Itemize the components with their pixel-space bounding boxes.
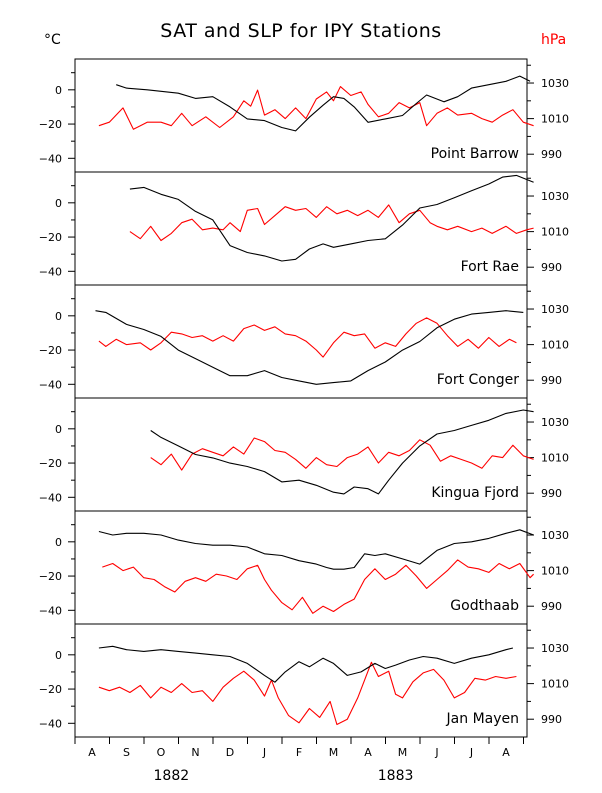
station-name-label: Fort Rae [461,259,519,275]
sat-series-line [116,75,531,132]
station-name-label: Kingua Fjord [431,485,519,501]
left-tick-label: −40 [39,604,62,617]
station-panel: 0 −20 −40 1030 1010 990 Fort Conger [39,284,569,399]
month-tick-label: M [398,746,408,759]
right-tick-label: 1010 [541,452,569,465]
panel-frame [74,623,528,738]
station-name-label: Godthaab [450,598,519,614]
right-tick-label: 1010 [541,226,569,239]
left-tick-label: −20 [39,683,62,696]
slp-series-line [98,86,534,130]
slp-series-line [150,437,534,471]
station-panel: 0 −20 −40 1030 1010 990 Fort Rae [39,171,569,286]
right-tick-label: 1010 [541,113,569,126]
sat-series-line [95,310,524,385]
panel-frame [74,171,528,286]
station-name-label: Jan Mayen [446,711,519,727]
sat-series-line [129,174,534,262]
month-tick-label: F [296,746,302,759]
left-tick-label: −20 [39,344,62,357]
left-tick-label: −40 [39,491,62,504]
left-tick-label: 0 [55,310,62,323]
station-panel: 0 −20 −40 1030 1010 990 Point Barrow [39,58,569,173]
station-panels: 0 −20 −40 1030 1010 990 Point Barrow 0 −20 −40 103… [39,58,569,738]
station-panel: 0 −20 −40 1030 1010 990 Jan Mayen [39,623,569,738]
right-tick-label: 1010 [541,565,569,578]
right-tick-label: 1010 [541,678,569,691]
month-tick-label: D [226,746,234,759]
month-axis: A S O N D J F M A M J J A 1882 1883 [74,737,524,784]
left-tick-label: 0 [55,423,62,436]
sat-series-line [98,529,534,570]
month-tick-label: N [191,746,199,759]
right-tick-label: 1030 [541,642,569,655]
right-tick-label: 990 [541,148,562,161]
left-tick-label: 0 [55,84,62,97]
right-tick-label: 1030 [541,416,569,429]
left-tick-label: −20 [39,570,62,583]
right-tick-label: 1030 [541,529,569,542]
slp-series-line [129,204,534,242]
right-tick-label: 990 [541,374,562,387]
left-tick-label: −20 [39,118,62,131]
month-tick-label: S [123,746,130,759]
slp-series-line [98,317,517,358]
month-tick-label: A [502,746,510,759]
month-tick-label: O [157,746,166,759]
left-tick-label: −40 [39,265,62,278]
left-tick-label: 0 [55,197,62,210]
station-name-label: Point Barrow [431,146,519,162]
right-tick-label: 1010 [541,339,569,352]
month-tick-label: J [262,746,266,759]
left-tick-label: 0 [55,536,62,549]
station-panel: 0 −20 −40 1030 1010 990 Kingua Fjord [39,397,569,512]
sat-series-line [98,645,514,683]
right-tick-label: 990 [541,487,562,500]
left-axis-unit: °C [44,32,61,48]
slp-series-line [102,559,534,614]
left-tick-label: 0 [55,649,62,662]
left-tick-label: −20 [39,231,62,244]
left-tick-label: −40 [39,378,62,391]
slp-series-line [98,661,517,726]
right-tick-label: 990 [541,600,562,613]
month-tick-label: J [434,746,438,759]
station-name-label: Fort Conger [437,372,520,388]
right-tick-label: 990 [541,713,562,726]
chart-title: SAT and SLP for IPY Stations [160,20,441,42]
year-label: 1882 [154,768,190,784]
right-axis-unit: hPa [541,32,566,48]
left-tick-label: −20 [39,457,62,470]
left-tick-label: −40 [39,152,62,165]
station-panel: 0 −20 −40 1030 1010 990 Godthaab [39,510,569,625]
month-tick-label: M [329,746,339,759]
month-tick-label: J [469,746,473,759]
left-tick-label: −40 [39,717,62,730]
month-tick-label: A [88,746,96,759]
right-tick-label: 1030 [541,303,569,316]
right-tick-label: 990 [541,261,562,274]
sat-series-line [150,409,534,495]
right-tick-label: 1030 [541,190,569,203]
year-label: 1883 [378,768,414,784]
month-tick-label: A [364,746,372,759]
right-tick-label: 1030 [541,77,569,90]
